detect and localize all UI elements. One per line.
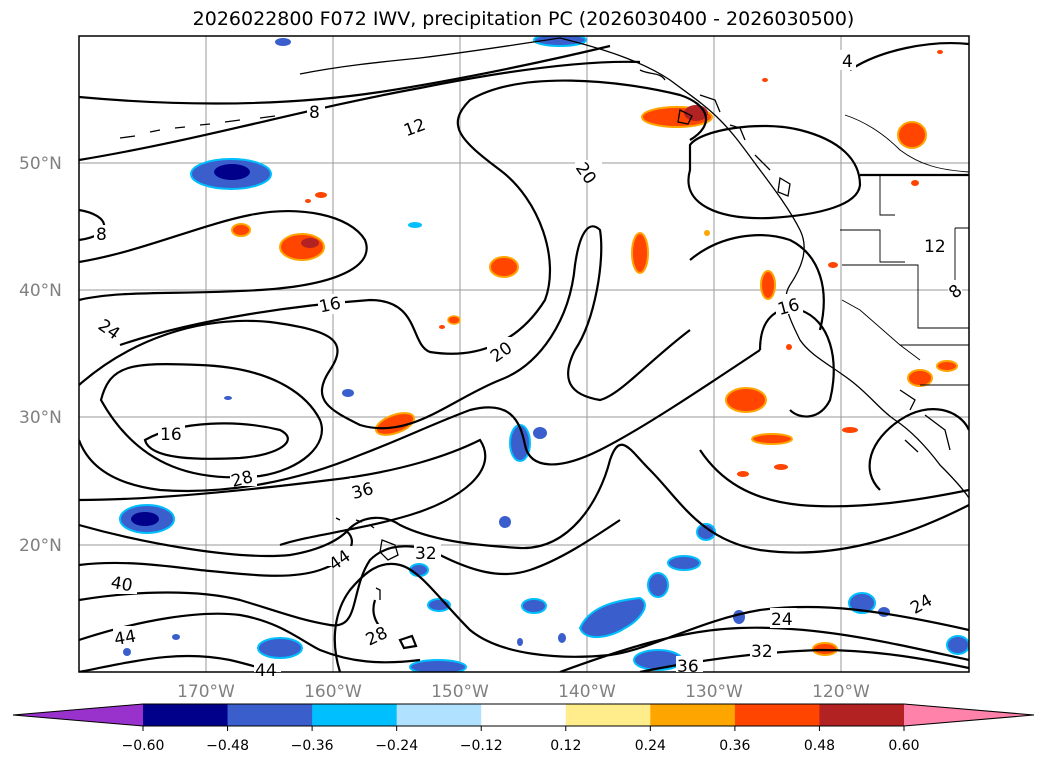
colorbar-segment — [143, 704, 229, 726]
colorbar-segment — [819, 704, 905, 726]
lat-label: 20°N — [19, 536, 62, 556]
lon-label: 160°W — [304, 682, 362, 702]
contour-label: 32 — [751, 642, 773, 662]
colorbar-segment — [565, 704, 651, 726]
contour-label: 16 — [317, 293, 342, 317]
contour-label: 8 — [96, 225, 107, 245]
colorbar-segment — [481, 704, 567, 726]
contour-label: 32 — [415, 544, 437, 564]
colorbar-tick-label: −0.36 — [291, 738, 334, 754]
graticule — [79, 36, 969, 672]
contour-label: 24 — [771, 610, 793, 630]
map-plot-area — [79, 36, 969, 672]
colorbar-tick-label: 0.48 — [804, 738, 835, 754]
lat-label: 30°N — [19, 408, 62, 428]
latitude-labels: 50°N 40°N 30°N 20°N — [19, 154, 62, 556]
colorbar-tick-label: −0.24 — [375, 738, 418, 754]
colorbar-tick-label: 0.36 — [719, 738, 750, 754]
lon-label: 170°W — [177, 682, 235, 702]
negative-anomaly-patches — [119, 36, 969, 672]
coastlines — [119, 37, 969, 600]
colorbar-tick-label: −0.48 — [206, 738, 249, 754]
map-frame — [78, 35, 970, 673]
contour-label: 40 — [109, 573, 134, 596]
contour-label: 16 — [160, 425, 182, 445]
colorbar-segment — [227, 704, 313, 726]
colorbar-tick-label: 0.60 — [888, 738, 919, 754]
colorbar-tick-label: −0.60 — [122, 738, 165, 754]
iwv-contours — [79, 42, 969, 672]
colorbar-segment — [312, 704, 398, 726]
positive-anomaly-patches — [231, 50, 958, 656]
longitude-labels: 170°W 160°W 150°W 140°W 130°W 120°W — [177, 682, 870, 702]
colorbar-tick-label: 0.24 — [635, 738, 666, 754]
contour-label: 44 — [113, 627, 138, 650]
contour-label: 44 — [255, 661, 277, 681]
colorbar-segment — [650, 704, 736, 726]
colorbar-segment — [396, 704, 482, 726]
lat-label: 40°N — [19, 281, 62, 301]
precip-patches — [119, 36, 969, 672]
lon-label: 150°W — [431, 682, 489, 702]
colorbar-extend-min — [13, 704, 143, 726]
lat-label: 50°N — [19, 154, 62, 174]
map-title: 2026022800 F072 IWV, precipitation PC (2… — [192, 8, 855, 30]
lon-label: 120°W — [812, 682, 870, 702]
contour-label: 36 — [677, 657, 699, 677]
contour-label: 8 — [309, 103, 320, 123]
colorbar: −0.60 −0.48 −0.36 −0.24 −0.12 0.12 0.24 0.36 0.4… — [12, 703, 1035, 754]
colorbar-tick-label: −0.12 — [460, 738, 503, 754]
lon-label: 140°W — [558, 682, 616, 702]
colorbar-segment — [734, 704, 820, 726]
lon-label: 130°W — [685, 682, 743, 702]
contour-label: 12 — [924, 237, 946, 257]
colorbar-tick-label: 0.12 — [550, 738, 581, 754]
political-borders — [840, 114, 969, 400]
contour-label: 4 — [842, 52, 853, 72]
colorbar-extend-max — [904, 704, 1034, 726]
